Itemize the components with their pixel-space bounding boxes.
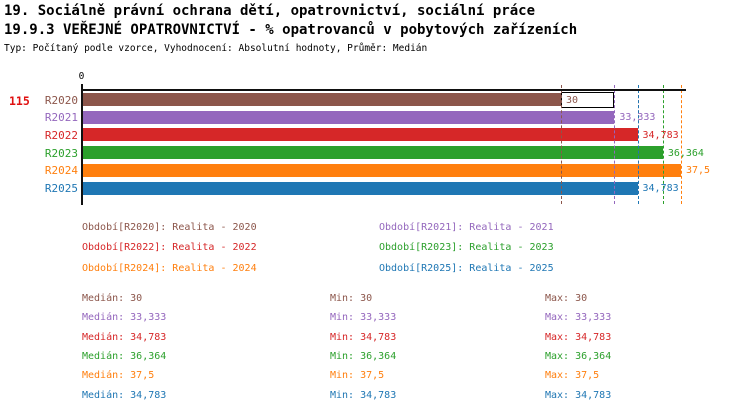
stat-median: Medián: 34,783 bbox=[82, 331, 167, 343]
median-marker-line bbox=[637, 85, 639, 204]
stat-max: Max: 36,364 bbox=[545, 350, 612, 362]
bar-value-label: 36,364 bbox=[667, 147, 704, 159]
median-marker-line bbox=[614, 85, 616, 204]
bar-r2020 bbox=[83, 93, 561, 106]
stat-min: Min: 33,333 bbox=[330, 312, 397, 324]
horizontal-bar-chart: 0 R2020 30 R2021 33,333 R2022 34,783 R2023 36,3… bbox=[44, 71, 711, 205]
legend-item: Období[R2021]: Realita - 2021 bbox=[379, 222, 554, 233]
category-label: R2023 bbox=[44, 146, 78, 160]
category-label: R2022 bbox=[44, 128, 78, 142]
stat-min: Min: 36,364 bbox=[330, 350, 397, 362]
stat-median: Medián: 36,364 bbox=[82, 350, 167, 362]
stat-min: Min: 34,783 bbox=[330, 331, 397, 343]
stat-min: Min: 30 bbox=[330, 293, 373, 304]
stat-median: Medián: 33,333 bbox=[82, 312, 167, 324]
legend-item: Období[R2023]: Realita - 2023 bbox=[379, 242, 554, 254]
median-marker-line bbox=[681, 85, 682, 204]
stat-max: Max: 37,5 bbox=[545, 370, 600, 382]
bar-value-label: 33,333 bbox=[619, 112, 656, 124]
stat-min: Min: 37,5 bbox=[330, 370, 385, 382]
x-axis-line bbox=[81, 89, 686, 91]
stat-median: Medián: 30 bbox=[82, 293, 143, 304]
legend-item: Období[R2025]: Realita - 2025 bbox=[379, 262, 554, 274]
median-marker-line bbox=[561, 85, 562, 204]
bar-r2022 bbox=[83, 128, 638, 142]
report-subtitle: Typ: Počítaný podle vzorce, Vyhodnocení:… bbox=[4, 43, 428, 54]
indicator-number: 115 bbox=[9, 94, 30, 108]
stat-max: Max: 34,783 bbox=[545, 331, 612, 343]
stat-max: Max: 33,333 bbox=[545, 312, 612, 324]
stat-max: Max: 30 bbox=[545, 293, 588, 304]
category-label: R2025 bbox=[44, 182, 78, 195]
report-title-line1: 19. Sociálně právní ochrana dětí, opatro… bbox=[4, 3, 536, 19]
bar-value-label: 30 bbox=[566, 94, 579, 106]
median-marker-line bbox=[662, 85, 664, 204]
bar-r2023 bbox=[83, 146, 663, 160]
report-title-line2: 19.9.3 VEŘEJNÉ OPATROVNICTVÍ - % opatrov… bbox=[4, 22, 578, 38]
bar-value-label: 34,783 bbox=[642, 129, 679, 141]
bar-r2021 bbox=[83, 110, 615, 124]
stat-median: Medián: 37,5 bbox=[82, 370, 155, 382]
bar-r2025 bbox=[83, 181, 638, 195]
legend-item: Období[R2024]: Realita - 2024 bbox=[82, 262, 257, 274]
bar-value-label: 37,5 bbox=[686, 165, 711, 177]
category-label: R2021 bbox=[44, 111, 78, 125]
bar-value-label: 34,783 bbox=[642, 183, 679, 194]
category-label: R2024 bbox=[44, 164, 78, 178]
x-axis-zero-tick-label: 0 bbox=[78, 71, 85, 82]
y-axis-line bbox=[81, 84, 83, 205]
stat-max: Max: 34,783 bbox=[545, 389, 612, 401]
stat-min: Min: 34,783 bbox=[330, 389, 397, 401]
legend-item: Období[R2022]: Realita - 2022 bbox=[82, 242, 257, 254]
stat-median: Medián: 34,783 bbox=[82, 389, 167, 401]
bar-r2024 bbox=[83, 163, 681, 177]
category-label: R2020 bbox=[44, 93, 78, 107]
legend-item: Období[R2020]: Realita - 2020 bbox=[82, 222, 257, 233]
